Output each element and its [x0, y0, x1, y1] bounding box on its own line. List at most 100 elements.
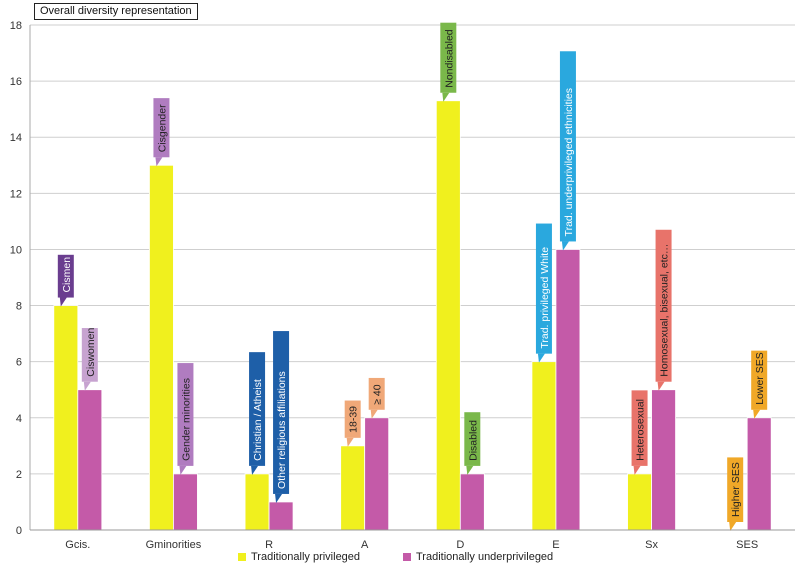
y-tick-label: 12 — [10, 188, 22, 200]
x-tick-label: D — [456, 539, 464, 551]
legend-label-privileged: Traditionally privileged — [251, 551, 361, 563]
bar-privileged-r — [244, 473, 270, 531]
label-box — [81, 328, 98, 382]
label-pointer — [537, 353, 545, 363]
label-pointer — [370, 409, 378, 419]
grid — [30, 24, 795, 531]
label-box — [344, 400, 361, 438]
label-pointer — [442, 92, 450, 102]
x-tick-label: E — [552, 539, 559, 551]
label-pointer — [179, 465, 187, 475]
bar-underprivileged-e — [555, 249, 581, 531]
label-text: Nondisabled — [443, 29, 455, 88]
y-tick-label: 4 — [16, 413, 22, 425]
label-box — [177, 363, 194, 466]
bar-label-underprivileged-3: ≥ 40 — [368, 377, 385, 419]
y-tick-label: 0 — [16, 525, 22, 537]
legend-item-privileged: Traditionally privileged — [238, 551, 360, 563]
bar-underprivileged-sx — [651, 389, 676, 531]
label-pointer — [346, 437, 354, 447]
label-box — [535, 223, 552, 354]
bar-label-privileged-7: Higher SES — [727, 457, 744, 531]
legend-swatch-underprivileged — [403, 553, 411, 562]
bar-privileged-d — [435, 100, 461, 531]
bar-underprivileged-gminorities — [173, 473, 198, 531]
label-pointer — [633, 465, 641, 475]
label-text: Other religious affiliations — [276, 371, 288, 489]
bar-privileged-e — [531, 361, 557, 531]
label-box — [273, 331, 290, 494]
x-tick-label: SES — [736, 539, 758, 551]
x-tick-label: A — [361, 539, 369, 551]
label-box — [559, 51, 576, 242]
label-text: Christian / Atheist — [252, 379, 264, 461]
bar-privileged-gminorities — [149, 164, 174, 531]
label-box — [249, 352, 266, 466]
label-pointer — [59, 297, 67, 307]
bar-underprivileged-ses — [746, 417, 772, 531]
bar-underprivileged-a — [364, 417, 390, 531]
label-text: Disabled — [467, 420, 479, 461]
label-text: Gender minorities — [180, 378, 192, 461]
bar-label-privileged-3: 18-39 — [344, 400, 361, 447]
label-text: Trad. privileged White — [539, 247, 551, 349]
bar-underprivileged-gcis — [77, 389, 103, 531]
y-tick-label: 2 — [16, 469, 22, 481]
label-text: Higher SES — [730, 462, 742, 517]
bar-label-underprivileged-2: Other religious affiliations — [273, 331, 290, 503]
y-tick-label: 10 — [10, 244, 22, 256]
x-tick-label: Sx — [645, 539, 658, 551]
label-text: 18-39 — [348, 406, 360, 433]
label-pointer — [83, 381, 91, 391]
y-tick-label: 6 — [16, 357, 22, 369]
bar-label-underprivileged-6: Homosexual, bisexual, etc… — [655, 229, 672, 391]
y-tick-label: 8 — [16, 301, 22, 313]
x-tick-label: Gminorities — [146, 539, 202, 551]
label-pointer — [155, 157, 163, 167]
label-box — [440, 22, 457, 93]
bar-label-underprivileged-4: Disabled — [464, 412, 481, 475]
label-box — [655, 229, 672, 382]
label-text: Cismen — [61, 257, 73, 293]
bar-label-underprivileged-0: Ciswomen — [81, 328, 98, 391]
label-text: Heterosexual — [635, 399, 647, 461]
label-pointer — [729, 522, 737, 531]
bar-label-privileged-5: Trad. privileged White — [535, 223, 552, 363]
bar-underprivileged-r — [268, 501, 294, 531]
label-pointer — [275, 493, 283, 503]
bar-label-privileged-2: Christian / Atheist — [249, 352, 266, 475]
label-text: ≥ 40 — [372, 384, 384, 405]
label-box — [57, 254, 74, 298]
x-tick-label: R — [265, 539, 273, 551]
label-text: Lower SES — [754, 352, 766, 405]
bar-label-privileged-0: Cismen — [57, 254, 74, 307]
label-text: Cisgender — [156, 104, 168, 152]
label-text: Homosexual, bisexual, etc… — [659, 244, 671, 377]
bar-label-underprivileged-5: Trad. underprivileged ethnicities — [559, 51, 576, 251]
y-tick-label: 18 — [10, 20, 22, 32]
legend-label-underprivileged: Traditionally underprivileged — [416, 551, 554, 563]
axes: 0 2 4 6 8 10 12 14 16 18 Gcis. Gminorities R A D E Sx SES — [10, 20, 795, 551]
bar-label-underprivileged-1: Gender minorities — [177, 363, 194, 475]
label-box — [464, 412, 481, 466]
bar-privileged-gcis — [53, 305, 79, 531]
bar-privileged-sx — [627, 473, 652, 531]
y-tick-label: 16 — [10, 76, 22, 88]
legend-swatch-privileged — [238, 553, 246, 562]
label-box — [153, 98, 170, 158]
label-text: Trad. underprivileged ethnicities — [563, 88, 575, 236]
label-box — [727, 457, 744, 522]
bar-privileged-a — [340, 445, 366, 531]
bar-underprivileged-d — [459, 473, 485, 531]
label-text: Ciswomen — [85, 328, 97, 377]
bar-labels: Cismen Cisgender Christian / Atheist 18-39 N… — [57, 22, 768, 531]
bar-label-underprivileged-7: Lower SES — [751, 350, 768, 419]
chart-title: Overall diversity representation — [34, 3, 198, 20]
bar-label-privileged-4: Nondisabled — [440, 22, 457, 102]
y-tick-label: 14 — [10, 132, 22, 144]
label-box — [368, 377, 385, 410]
label-pointer — [466, 465, 474, 475]
bar-label-privileged-6: Heterosexual — [631, 390, 648, 475]
label-box — [631, 390, 648, 466]
